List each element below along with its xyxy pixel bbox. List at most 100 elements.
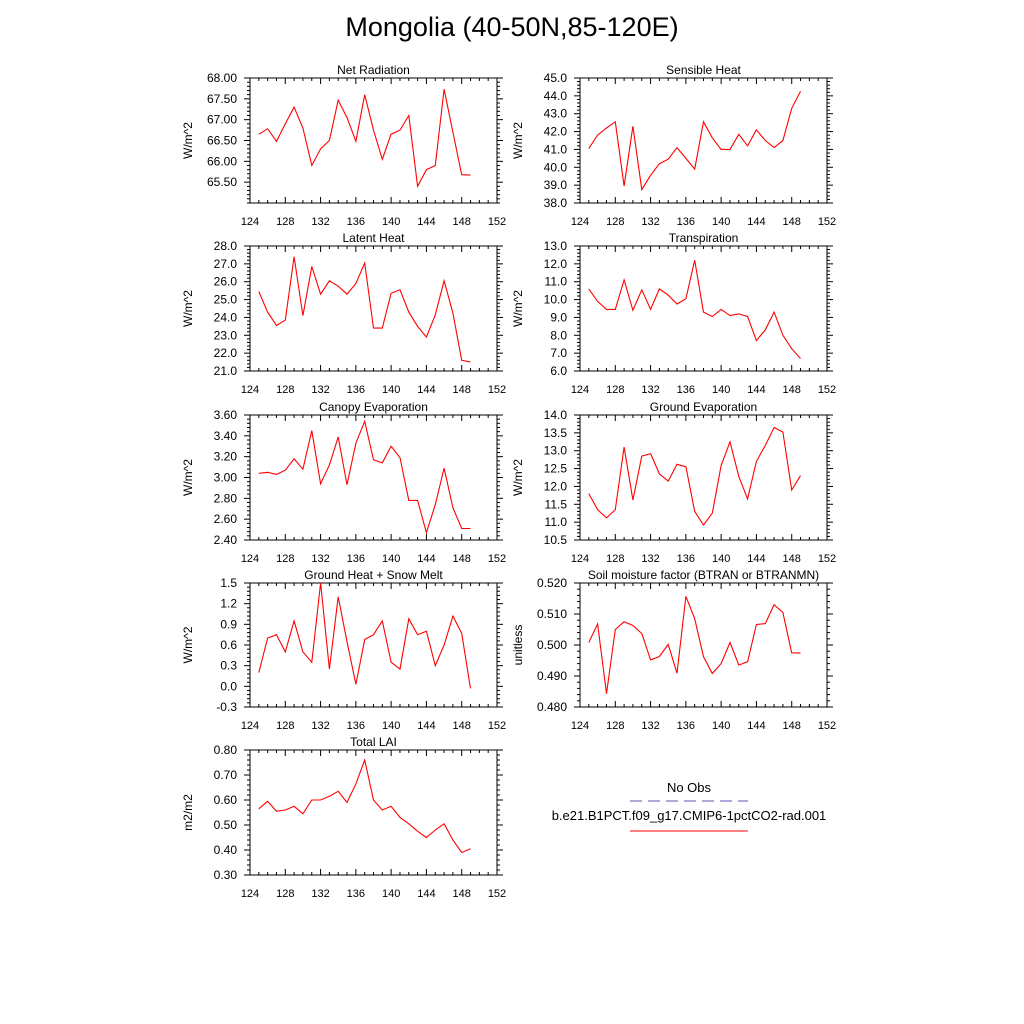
legend-case-label: b.e21.B1PCT.f09_g17.CMIP6-1pctCO2-rad.00… (552, 808, 827, 823)
series-line (258, 582, 472, 689)
page-title: Mongolia (40-50N,85-120E) (345, 12, 679, 42)
panel-8: Soil moisture factor (BTRAN or BTRANMN) u… (511, 568, 836, 732)
y-tick-label: 0.490 (537, 669, 567, 683)
panel-7: Ground Heat + Snow Melt W/m^2 124 128 132 136… (181, 568, 506, 732)
y-tick-label: 0.70 (214, 768, 238, 782)
panel-title: Ground Evaporation (650, 400, 757, 414)
y-axis-label: W/m^2 (511, 459, 525, 496)
y-tick-label: 10.0 (544, 293, 568, 307)
x-tick-label: 136 (347, 720, 365, 732)
x-tick-label: 128 (276, 384, 294, 396)
panel-6: Ground Evaporation W/m^2 124 128 132 136 140 14… (511, 400, 836, 565)
panel-3: Latent Heat W/m^2 124 128 132 136 140 144 148 152… (181, 231, 506, 396)
x-tick-label: 132 (311, 553, 329, 565)
x-tick-label: 144 (747, 384, 765, 396)
x-tick-label: 124 (571, 216, 589, 228)
x-tick-label: 136 (347, 553, 365, 565)
x-tick-label: 152 (818, 720, 836, 732)
panel-5: Canopy Evaporation W/m^2 124 128 132 136 140 14… (181, 400, 506, 565)
y-axis-label: unitless (511, 625, 525, 666)
panel-9: Total LAI m2/m2 124 128 132 136 140 144 148 152 0.… (181, 735, 506, 900)
y-tick-label: 22.0 (214, 346, 238, 360)
y-tick-label: 43.0 (544, 107, 568, 121)
x-tick-label: 136 (677, 384, 695, 396)
y-tick-label: 41.0 (544, 142, 568, 156)
x-tick-label: 140 (382, 888, 400, 900)
x-tick-label: 148 (453, 216, 471, 228)
series-line (588, 596, 801, 694)
y-tick-label: 8.0 (550, 328, 567, 342)
y-tick-label: 14.0 (544, 408, 568, 422)
plot-frame (249, 77, 498, 204)
x-tick-label: 148 (453, 384, 471, 396)
panel-title: Latent Heat (342, 231, 405, 245)
x-tick-label: 144 (417, 384, 435, 396)
x-tick-label: 124 (571, 720, 589, 732)
y-tick-label: 11.0 (545, 515, 568, 529)
y-tick-label: 11.5 (545, 497, 568, 511)
panel-title: Total LAI (350, 735, 397, 749)
y-axis-label: W/m^2 (181, 459, 195, 496)
x-tick-label: 152 (488, 553, 506, 565)
y-axis-label: W/m^2 (181, 122, 195, 159)
y-tick-label: 24.0 (214, 310, 238, 324)
x-tick-label: 140 (712, 216, 730, 228)
x-tick-label: 140 (712, 553, 730, 565)
plot-frame (579, 245, 828, 372)
y-tick-label: 0.500 (537, 638, 567, 652)
x-tick-label: 136 (677, 553, 695, 565)
plot-frame (249, 749, 498, 876)
y-tick-label: 25.0 (214, 293, 238, 307)
x-tick-label: 144 (747, 216, 765, 228)
y-tick-label: 26.0 (214, 275, 238, 289)
y-tick-label: 0.3 (220, 659, 237, 673)
y-tick-label: 0.0 (220, 679, 237, 693)
x-tick-label: 128 (276, 216, 294, 228)
x-tick-label: 144 (417, 720, 435, 732)
x-tick-label: 140 (382, 553, 400, 565)
y-tick-label: 66.50 (207, 134, 237, 148)
x-tick-label: 124 (571, 553, 589, 565)
y-tick-label: 1.5 (220, 576, 237, 590)
y-tick-label: 66.00 (207, 154, 237, 168)
panel-1: Net Radiation W/m^2 124 128 132 136 140 144 148 1… (181, 63, 506, 228)
x-tick-label: 144 (417, 216, 435, 228)
x-tick-label: 128 (606, 216, 624, 228)
x-tick-label: 136 (677, 720, 695, 732)
x-tick-label: 136 (347, 384, 365, 396)
y-tick-label: 11.0 (545, 275, 568, 289)
x-tick-label: 152 (818, 384, 836, 396)
x-tick-label: 132 (311, 888, 329, 900)
y-tick-label: 2.40 (214, 533, 238, 547)
x-tick-label: 136 (677, 216, 695, 228)
y-tick-label: 6.0 (550, 364, 567, 378)
panel-title: Net Radiation (337, 63, 410, 77)
legend-obs-label: No Obs (667, 780, 712, 795)
y-tick-label: 67.00 (207, 113, 237, 127)
x-tick-label: 152 (488, 384, 506, 396)
y-tick-label: 45.0 (544, 71, 568, 85)
legend: No Obs b.e21.B1PCT.f09_g17.CMIP6-1pctCO2… (552, 780, 827, 832)
x-tick-label: 132 (641, 553, 659, 565)
y-tick-label: 12.0 (544, 479, 568, 493)
x-tick-label: 124 (571, 384, 589, 396)
y-tick-label: 28.0 (214, 239, 238, 253)
y-tick-label: -0.3 (216, 700, 237, 714)
x-tick-label: 148 (783, 216, 801, 228)
y-tick-label: 68.00 (207, 71, 237, 85)
y-tick-label: 7.0 (550, 346, 567, 360)
y-tick-label: 10.5 (544, 533, 568, 547)
y-tick-label: 13.0 (544, 239, 568, 253)
y-tick-label: 3.60 (214, 408, 238, 422)
x-tick-label: 140 (712, 384, 730, 396)
panel-2: Sensible Heat W/m^2 124 128 132 136 140 144 148 1… (511, 63, 836, 228)
y-tick-label: 0.510 (537, 607, 567, 621)
y-tick-label: 3.20 (214, 450, 238, 464)
y-tick-label: 3.40 (214, 429, 238, 443)
x-tick-label: 136 (347, 888, 365, 900)
y-tick-label: 38.0 (544, 196, 568, 210)
x-tick-label: 144 (417, 553, 435, 565)
x-tick-label: 128 (276, 553, 294, 565)
y-tick-label: 9.0 (550, 310, 567, 324)
y-tick-label: 0.40 (214, 843, 238, 857)
